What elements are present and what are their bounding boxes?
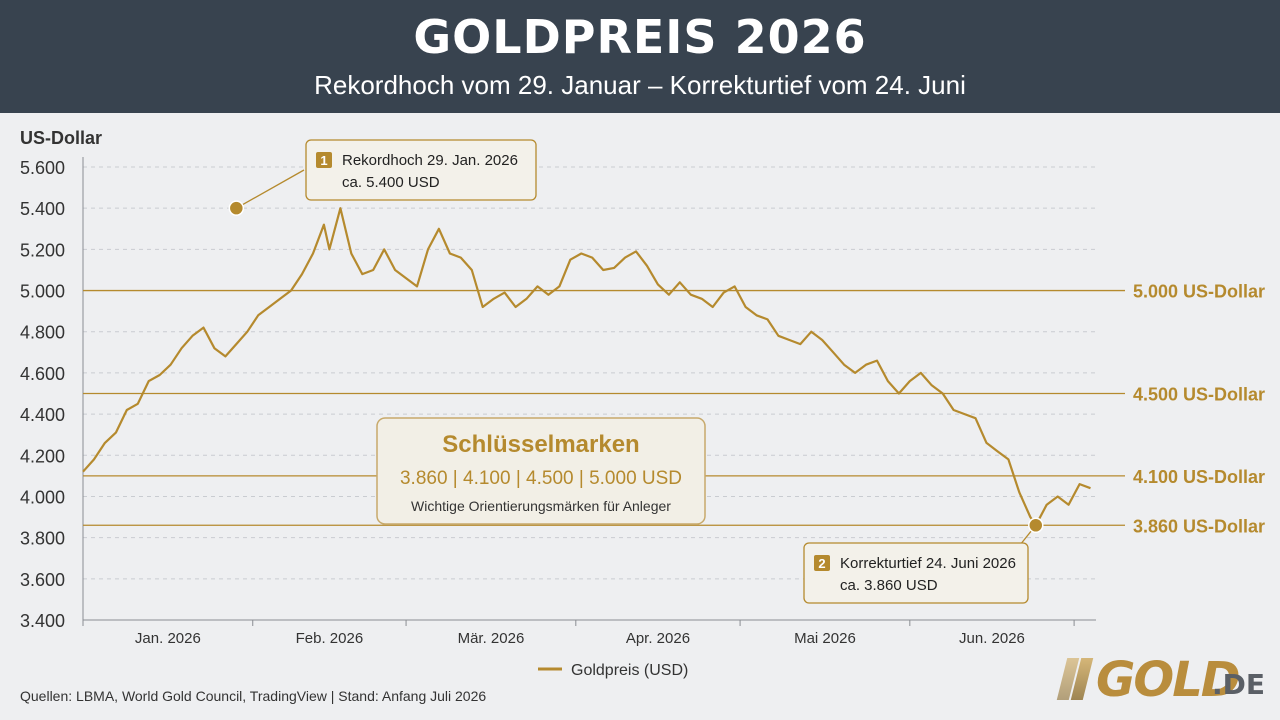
reference-line-label: 4.500 US-Dollar	[1133, 385, 1265, 405]
key-levels-callout: Schlüsselmarken 3.860 | 4.100 | 4.500 | 5…	[376, 417, 706, 525]
y-tick-label: 5.400	[20, 199, 65, 219]
annotation-value: ca. 3.860 USD	[840, 577, 938, 594]
logo-tld: .DE	[1212, 668, 1266, 701]
sources-note: Quellen: LBMA, World Gold Council, Tradi…	[20, 688, 487, 704]
price-line	[82, 207, 1091, 527]
annotation-box	[803, 542, 1029, 604]
y-tick-label: 4.600	[20, 364, 65, 384]
gold-de-logo: GOLD .DE	[1056, 650, 1266, 708]
legend-label: Goldpreis (USD)	[571, 662, 688, 679]
price-series	[82, 207, 1091, 527]
annotation-number-badge	[814, 555, 830, 571]
reference-line-label: 3.860 US-Dollar	[1133, 516, 1265, 536]
y-tick-label: 3.800	[20, 529, 65, 549]
annotation-box	[305, 139, 537, 201]
page-subtitle: Rekordhoch vom 29. Januar – Korrekturtie…	[314, 70, 966, 100]
reference-line-label: 5.000 US-Dollar	[1133, 282, 1265, 302]
y-tick-label: 4.800	[20, 323, 65, 343]
annotation-title: Rekordhoch 29. Jan. 2026	[342, 152, 518, 169]
x-tick-label: Apr. 2026	[626, 630, 690, 647]
y-tick-label: 3.600	[20, 570, 65, 590]
y-tick-label: 5.600	[20, 158, 65, 178]
annotation-number: 1	[320, 153, 327, 168]
annotation-number: 2	[818, 556, 825, 571]
y-axis-label: US-Dollar	[20, 128, 102, 148]
header-bar: GOLDPREIS 2026 Rekordhoch vom 29. Januar…	[0, 0, 1280, 113]
y-tick-label: 5.200	[20, 240, 65, 260]
legend: Goldpreis (USD)	[538, 662, 688, 679]
y-tick-label: 4.400	[20, 405, 65, 425]
x-tick-label: Feb. 2026	[296, 630, 364, 647]
x-tick-label: Jun. 2026	[959, 630, 1025, 647]
axes: US-Dollar 5.600 5.400 5.200 5.000 4.800 4.600 4…	[20, 128, 1096, 647]
annotations: 1 Rekordhoch 29. Jan. 2026 ca. 5.400 USD 2 K…	[228, 139, 1044, 604]
annotation-marker	[1028, 517, 1044, 534]
y-tick-label: 3.400	[20, 611, 65, 631]
page-title: GOLDPREIS 2026	[413, 10, 867, 64]
x-tick-label: Jan. 2026	[135, 630, 201, 647]
annotation-leader	[235, 169, 305, 209]
callout-title: Schlüsselmarken	[442, 431, 639, 458]
x-tick-label: Mär. 2026	[458, 630, 525, 647]
callout-box	[376, 417, 706, 525]
x-tick-label: Mai 2026	[794, 630, 856, 647]
logo-word: GOLD	[1096, 652, 1241, 708]
callout-values: 3.860 | 4.100 | 4.500 | 5.000 USD	[400, 468, 682, 489]
annotation-title: Korrekturtief 24. Juni 2026	[840, 555, 1016, 572]
y-tick-label: 5.000	[20, 282, 65, 302]
callout-note: Wichtige Orientierungsmärken für Anleger	[411, 498, 671, 514]
annotation-marker	[228, 200, 245, 216]
annotation-value: ca. 5.400 USD	[342, 174, 440, 191]
reference-line-label: 4.100 US-Dollar	[1133, 467, 1265, 487]
annotation-number-badge	[316, 152, 332, 168]
y-tick-label: 4.000	[20, 487, 65, 507]
y-tick-label: 4.200	[20, 446, 65, 466]
gold-price-chart: US-Dollar 5.600 5.400 5.200 5.000 4.800 4.600 4…	[20, 128, 1265, 679]
